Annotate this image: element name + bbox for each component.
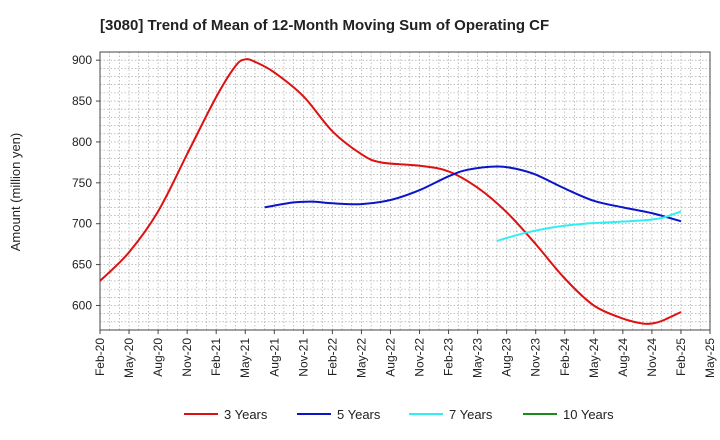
x-tick-label: Nov-21 bbox=[296, 338, 310, 377]
y-tick-label: 800 bbox=[72, 135, 92, 149]
x-tick-label: Feb-24 bbox=[558, 338, 572, 376]
x-tick-label: Feb-21 bbox=[209, 338, 223, 376]
y-tick-label: 900 bbox=[72, 53, 92, 67]
legend-label-5-years: 5 Years bbox=[337, 407, 381, 422]
x-tick-label: May-25 bbox=[703, 338, 717, 378]
x-tick-label: Aug-22 bbox=[383, 338, 397, 377]
y-tick-label: 650 bbox=[72, 258, 92, 272]
x-tick-label: Aug-20 bbox=[151, 338, 165, 377]
x-tick-label: May-22 bbox=[354, 338, 368, 378]
grid bbox=[100, 52, 710, 330]
y-axis-ticks: 600 650 700 750 800 850 900 bbox=[72, 53, 100, 312]
x-tick-label: Nov-24 bbox=[645, 338, 659, 377]
x-tick-label: Aug-23 bbox=[500, 338, 514, 377]
chart: [3080] Trend of Mean of 12-Month Moving … bbox=[0, 0, 720, 440]
x-tick-label: May-20 bbox=[122, 338, 136, 378]
x-tick-label: Nov-22 bbox=[413, 338, 427, 377]
x-tick-label: May-24 bbox=[587, 338, 601, 378]
y-tick-label: 700 bbox=[72, 217, 92, 231]
x-tick-label: Nov-23 bbox=[529, 338, 543, 377]
legend: 3 Years 5 Years 7 Years 10 Years bbox=[184, 407, 614, 422]
legend-label-7-years: 7 Years bbox=[449, 407, 493, 422]
x-tick-label: May-21 bbox=[238, 338, 252, 378]
x-tick-label: Aug-24 bbox=[616, 338, 630, 377]
x-tick-label: Feb-23 bbox=[442, 338, 456, 376]
chart-title: [3080] Trend of Mean of 12-Month Moving … bbox=[100, 17, 549, 34]
y-axis-label: Amount (million yen) bbox=[8, 133, 23, 252]
legend-label-3-years: 3 Years bbox=[224, 407, 268, 422]
y-tick-label: 750 bbox=[72, 176, 92, 190]
y-tick-label: 600 bbox=[72, 298, 92, 312]
x-tick-label: May-23 bbox=[471, 338, 485, 378]
x-tick-label: Aug-21 bbox=[267, 338, 281, 377]
y-tick-label: 850 bbox=[72, 94, 92, 108]
x-tick-label: Feb-25 bbox=[674, 338, 688, 376]
x-tick-label: Feb-20 bbox=[93, 338, 107, 376]
x-axis-ticks: Feb-20 May-20 Aug-20 Nov-20 Feb-21 May-21 Aug-… bbox=[93, 330, 717, 378]
x-tick-label: Feb-22 bbox=[325, 338, 339, 376]
x-tick-label: Nov-20 bbox=[180, 338, 194, 377]
legend-label-10-years: 10 Years bbox=[563, 407, 614, 422]
